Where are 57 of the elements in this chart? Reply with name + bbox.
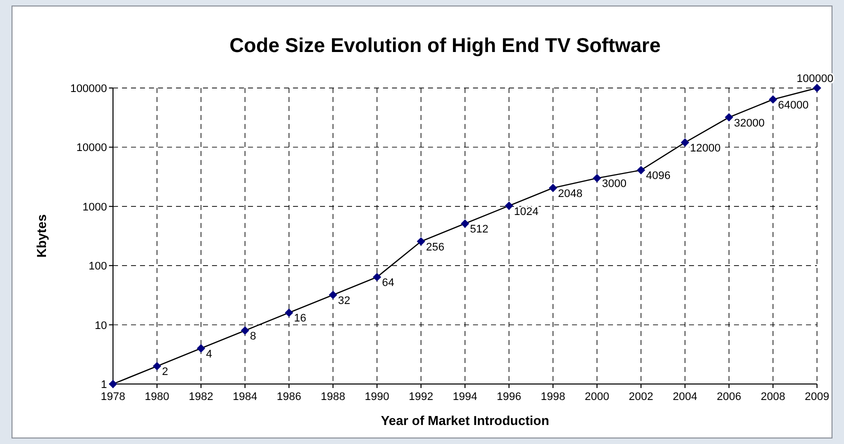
chart-title: Code Size Evolution of High End TV Software	[229, 35, 661, 57]
point	[769, 95, 777, 104]
x-tick-label: 2004	[672, 391, 698, 403]
point	[285, 308, 293, 317]
x-tick-label: 1988	[320, 391, 346, 403]
y-axis-title: Kbytes	[34, 214, 49, 258]
x-tick-label: 1998	[540, 391, 566, 403]
point	[725, 113, 733, 122]
data-label: 256	[426, 241, 444, 254]
y-tick-label: 10	[94, 320, 107, 332]
point	[813, 84, 821, 92]
x-tick-label: 1986	[276, 391, 302, 403]
x-tick-label: 1992	[408, 391, 434, 403]
x-tick-label: 1978	[100, 391, 126, 403]
data-label: 16	[294, 312, 306, 325]
y-tick-label: 100000	[70, 83, 107, 95]
point	[197, 344, 205, 352]
x-tick-label: 2002	[628, 391, 654, 403]
x-axis-title: Year of Market Introduction	[380, 413, 550, 428]
x-tick-label: 1984	[232, 391, 258, 403]
x-tick-label: 1990	[364, 391, 390, 403]
x-tick-label: 2009	[804, 391, 830, 403]
data-label: 32	[338, 294, 350, 307]
x-tick-label: 1994	[452, 391, 478, 403]
data-label: 100000	[796, 73, 834, 85]
y-tick-label: 10000	[76, 142, 107, 154]
point	[373, 273, 381, 282]
data-label: 2048	[558, 188, 582, 200]
point	[241, 326, 249, 335]
point	[637, 166, 645, 174]
point	[461, 220, 469, 228]
x-tick-label: 2008	[760, 391, 786, 403]
point	[417, 237, 425, 246]
y-tick-label: 1000	[82, 201, 107, 214]
data-label: 64	[382, 277, 394, 290]
x-tick-label: 1996	[496, 391, 522, 403]
point	[153, 362, 161, 370]
x-tick-label: 1982	[188, 391, 214, 403]
data-label: 64000	[778, 99, 809, 112]
x-tick-label: 2006	[716, 391, 742, 403]
point	[593, 174, 601, 182]
y-tick-label: 1	[100, 379, 107, 391]
data-label: 4096	[646, 170, 670, 182]
data-label: 8	[250, 330, 256, 343]
x-tick-label: 1980	[144, 391, 170, 403]
data-label: 1024	[514, 206, 538, 218]
data-label: 4	[206, 348, 212, 360]
data-label: 2	[162, 366, 168, 378]
data-label: 3000	[602, 178, 626, 190]
point	[505, 202, 513, 210]
data-label: 32000	[734, 117, 765, 130]
point	[549, 184, 557, 192]
point	[329, 290, 337, 299]
y-tick-label: 100	[88, 260, 107, 273]
point	[681, 138, 689, 147]
data-label: 512	[470, 224, 488, 236]
x-tick-label: 2000	[584, 391, 610, 403]
